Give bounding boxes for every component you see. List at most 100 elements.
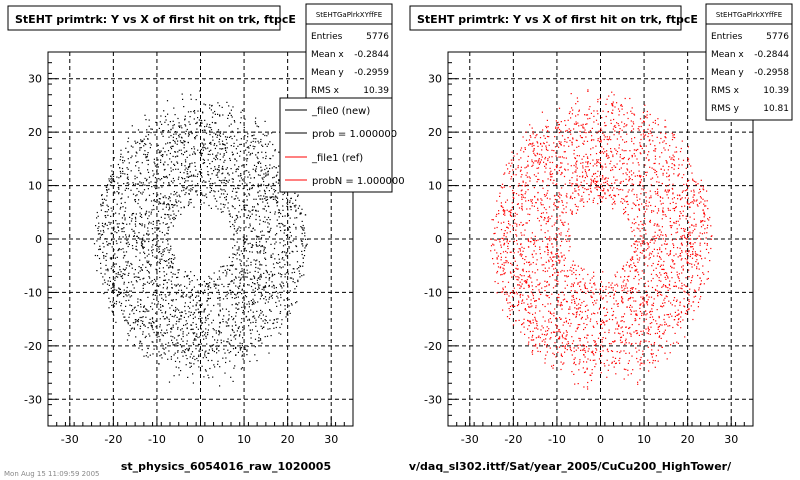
scatter-point — [243, 272, 245, 274]
scatter-point — [544, 362, 546, 364]
scatter-point — [145, 266, 147, 268]
scatter-point — [162, 305, 164, 307]
right-title-box — [409, 5, 682, 31]
scatter-point — [173, 124, 175, 126]
scatter-point — [506, 299, 508, 301]
scatter-point — [263, 189, 266, 191]
scatter-point — [232, 153, 234, 155]
scatter-point — [187, 135, 190, 137]
scatter-point — [215, 156, 217, 158]
scatter-point — [113, 283, 115, 285]
scatter-point — [621, 320, 623, 322]
scatter-point — [240, 278, 242, 281]
scatter-point — [176, 342, 178, 344]
scatter-point — [546, 285, 548, 287]
scatter-point — [192, 317, 194, 320]
scatter-point — [513, 155, 515, 157]
scatter-point — [209, 130, 211, 132]
scatter-point — [162, 347, 164, 349]
scatter-point — [165, 206, 167, 208]
scatter-point — [662, 207, 664, 209]
scatter-point — [513, 257, 515, 259]
scatter-point — [238, 166, 240, 168]
scatter-point — [124, 316, 126, 318]
scatter-point — [499, 192, 501, 194]
scatter-point — [184, 169, 186, 171]
scatter-point — [273, 285, 275, 287]
scatter-point — [219, 196, 221, 198]
scatter-point — [176, 276, 178, 279]
scatter-point — [156, 331, 158, 333]
scatter-point — [232, 329, 234, 332]
scatter-point — [591, 313, 593, 315]
scatter-point — [292, 251, 294, 253]
scatter-point — [263, 298, 265, 300]
scatter-point — [704, 200, 706, 202]
scatter-point — [139, 311, 141, 313]
scatter-point — [260, 295, 262, 297]
scatter-point — [240, 227, 242, 229]
scatter-point — [204, 355, 206, 357]
scatter-point — [132, 247, 134, 250]
scatter-point — [149, 354, 151, 356]
scatter-point — [138, 276, 140, 278]
scatter-point — [665, 235, 667, 237]
scatter-point — [235, 285, 237, 287]
scatter-point — [517, 268, 519, 270]
scatter-point — [683, 290, 685, 292]
scatter-point — [587, 350, 589, 352]
scatter-point — [539, 248, 541, 250]
scatter-point — [230, 376, 232, 378]
scatter-point — [604, 122, 606, 124]
scatter-point — [262, 320, 264, 322]
scatter-point — [240, 177, 243, 179]
scatter-point — [264, 302, 266, 304]
scatter-point — [173, 309, 175, 311]
scatter-point — [159, 258, 161, 260]
scatter-point — [601, 129, 603, 131]
scatter-point — [190, 365, 192, 367]
scatter-point — [206, 125, 208, 127]
scatter-point — [215, 332, 217, 334]
scatter-point — [577, 347, 579, 349]
scatter-point — [200, 154, 202, 156]
scatter-point — [128, 316, 130, 318]
scatter-point — [683, 230, 685, 232]
scatter-point — [588, 169, 590, 171]
scatter-point — [529, 208, 531, 210]
scatter-point — [185, 130, 187, 132]
scatter-point — [669, 253, 671, 255]
scatter-point — [266, 272, 268, 274]
scatter-point — [255, 266, 257, 269]
scatter-point — [118, 236, 121, 238]
scatter-point — [263, 248, 265, 250]
scatter-point — [552, 182, 554, 184]
scatter-point — [166, 177, 168, 179]
scatter-point — [534, 272, 536, 274]
scatter-point — [272, 183, 275, 185]
scatter-point — [229, 159, 231, 161]
scatter-point — [651, 356, 653, 358]
scatter-point — [620, 201, 622, 203]
scatter-point — [587, 273, 589, 276]
scatter-point — [171, 204, 173, 206]
scatter-point — [163, 348, 165, 350]
scatter-point — [663, 333, 665, 335]
scatter-point — [126, 290, 128, 292]
scatter-point — [592, 165, 594, 167]
scatter-point — [606, 320, 608, 322]
scatter-point — [633, 277, 635, 280]
scatter-point — [634, 243, 636, 245]
scatter-point — [559, 261, 561, 263]
scatter-point — [542, 142, 545, 144]
scatter-point — [180, 315, 182, 317]
scatter-point — [634, 318, 636, 320]
scatter-point — [279, 266, 281, 268]
scatter-point — [619, 333, 621, 335]
scatter-point — [600, 189, 602, 191]
scatter-point — [594, 341, 596, 343]
scatter-point — [660, 305, 662, 307]
scatter-point — [235, 312, 237, 314]
scatter-point — [269, 229, 271, 231]
scatter-point — [221, 168, 223, 170]
